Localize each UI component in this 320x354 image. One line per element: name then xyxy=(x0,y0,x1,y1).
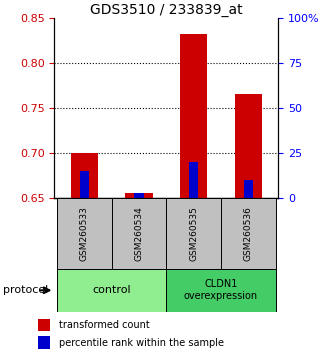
Bar xyxy=(235,95,262,198)
Text: GSM260534: GSM260534 xyxy=(135,206,144,261)
Bar xyxy=(112,198,166,269)
Bar xyxy=(134,193,144,198)
Bar xyxy=(80,171,89,198)
Title: GDS3510 / 233839_at: GDS3510 / 233839_at xyxy=(90,3,243,17)
Bar xyxy=(71,153,98,198)
Bar xyxy=(57,269,166,312)
Bar xyxy=(180,34,207,198)
Text: CLDN1
overexpression: CLDN1 overexpression xyxy=(184,279,258,301)
Text: GSM260536: GSM260536 xyxy=(244,206,253,261)
Bar xyxy=(244,180,253,198)
Bar xyxy=(57,198,112,269)
Bar xyxy=(38,319,50,331)
Text: control: control xyxy=(92,285,131,295)
Text: GSM260533: GSM260533 xyxy=(80,206,89,261)
Text: percentile rank within the sample: percentile rank within the sample xyxy=(59,338,224,348)
Text: transformed count: transformed count xyxy=(59,320,149,330)
Bar xyxy=(38,336,50,349)
Text: GSM260535: GSM260535 xyxy=(189,206,198,261)
Bar xyxy=(189,162,198,198)
Bar xyxy=(166,198,221,269)
Bar xyxy=(166,269,276,312)
Bar xyxy=(125,193,153,198)
Bar xyxy=(221,198,276,269)
Text: protocol: protocol xyxy=(3,285,48,295)
